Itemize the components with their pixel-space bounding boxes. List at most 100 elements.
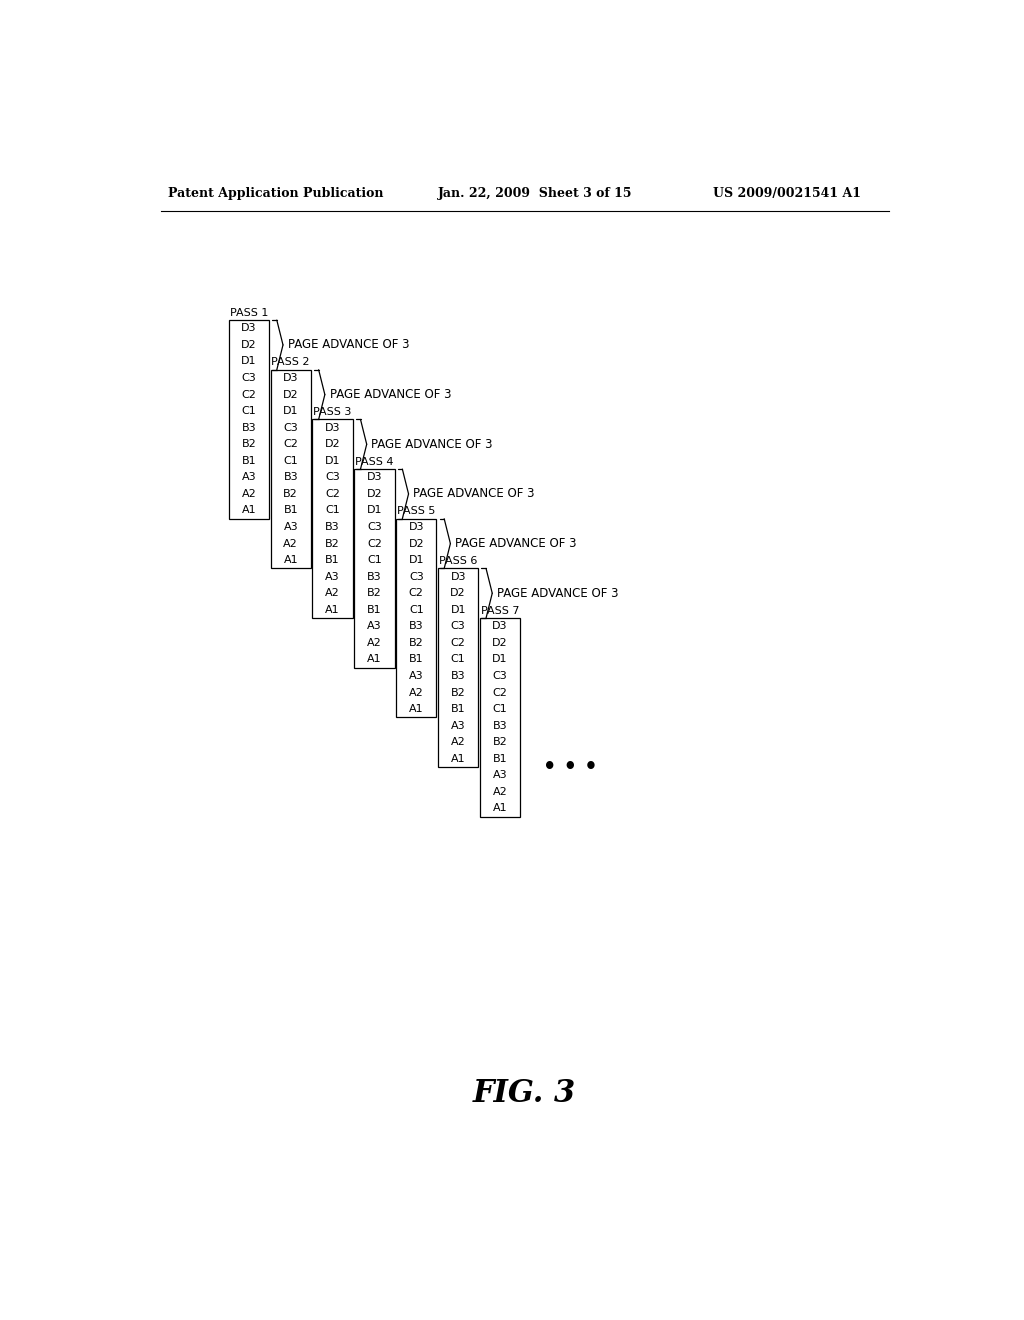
Text: B1: B1	[493, 754, 507, 764]
Text: B3: B3	[368, 572, 382, 582]
Text: D2: D2	[325, 440, 340, 449]
Bar	[480, 618, 520, 817]
Text: A2: A2	[326, 589, 340, 598]
Text: C1: C1	[242, 407, 256, 416]
Text: A2: A2	[493, 787, 507, 797]
Text: B2: B2	[284, 488, 298, 499]
Text: D1: D1	[367, 506, 382, 516]
Text: A2: A2	[451, 738, 466, 747]
Text: A3: A3	[242, 473, 256, 482]
Text: D2: D2	[283, 389, 299, 400]
Text: D2: D2	[367, 488, 382, 499]
Text: A3: A3	[451, 721, 466, 731]
Text: PASS 5: PASS 5	[397, 507, 435, 516]
Text: D1: D1	[283, 407, 299, 416]
Text: D1: D1	[493, 655, 508, 664]
Text: A1: A1	[451, 754, 466, 764]
Text: PAGE ADVANCE OF 3: PAGE ADVANCE OF 3	[330, 388, 451, 401]
Text: C2: C2	[409, 589, 424, 598]
Text: A1: A1	[284, 556, 298, 565]
Text: C3: C3	[284, 422, 298, 433]
Text: B3: B3	[284, 473, 298, 482]
Text: B3: B3	[451, 671, 466, 681]
Text: C3: C3	[242, 374, 256, 383]
Text: Patent Application Publication: Patent Application Publication	[168, 186, 384, 199]
Text: B3: B3	[242, 422, 256, 433]
Text: C2: C2	[326, 488, 340, 499]
Text: C2: C2	[451, 638, 466, 648]
Text: C2: C2	[242, 389, 256, 400]
Text: A3: A3	[493, 771, 507, 780]
Text: D3: D3	[325, 422, 340, 433]
Bar	[270, 370, 311, 569]
Text: D1: D1	[451, 605, 466, 615]
Text: C1: C1	[367, 556, 382, 565]
Text: D3: D3	[451, 572, 466, 582]
Text: PASS 7: PASS 7	[480, 606, 519, 616]
Text: C2: C2	[493, 688, 508, 697]
Text: A1: A1	[493, 804, 507, 813]
Text: Jan. 22, 2009  Sheet 3 of 15: Jan. 22, 2009 Sheet 3 of 15	[438, 186, 633, 199]
Text: PASS 4: PASS 4	[355, 457, 393, 467]
Text: B1: B1	[451, 704, 466, 714]
Text: US 2009/0021541 A1: US 2009/0021541 A1	[713, 186, 861, 199]
Text: C1: C1	[326, 506, 340, 516]
Text: B1: B1	[409, 655, 424, 664]
Text: C3: C3	[409, 572, 424, 582]
Text: PASS 6: PASS 6	[438, 556, 477, 566]
Text: C1: C1	[451, 655, 466, 664]
Text: A1: A1	[242, 506, 256, 516]
Text: C3: C3	[367, 521, 382, 532]
Text: B1: B1	[326, 556, 340, 565]
Text: C2: C2	[367, 539, 382, 549]
Text: PAGE ADVANCE OF 3: PAGE ADVANCE OF 3	[455, 537, 577, 550]
Text: D1: D1	[409, 556, 424, 565]
Text: D2: D2	[451, 589, 466, 598]
Text: • • •: • • •	[544, 758, 598, 777]
Text: C3: C3	[326, 473, 340, 482]
Text: A2: A2	[367, 638, 382, 648]
Text: PASS 1: PASS 1	[229, 308, 268, 318]
Text: A2: A2	[409, 688, 424, 697]
Text: PASS 2: PASS 2	[271, 358, 310, 367]
Text: C1: C1	[284, 455, 298, 466]
Text: B3: B3	[409, 622, 424, 631]
Text: A3: A3	[368, 622, 382, 631]
Text: A1: A1	[409, 704, 424, 714]
Text: B1: B1	[368, 605, 382, 615]
Text: B1: B1	[284, 506, 298, 516]
Text: B2: B2	[493, 738, 507, 747]
Text: B2: B2	[409, 638, 424, 648]
Text: D1: D1	[241, 356, 257, 367]
Text: D3: D3	[241, 323, 257, 334]
Text: B2: B2	[451, 688, 466, 697]
Text: B1: B1	[242, 455, 256, 466]
Text: A3: A3	[284, 521, 298, 532]
Text: D3: D3	[493, 622, 508, 631]
Text: D2: D2	[409, 539, 424, 549]
Text: B3: B3	[493, 721, 507, 731]
Text: A2: A2	[242, 488, 256, 499]
Text: D2: D2	[493, 638, 508, 648]
Text: C2: C2	[284, 440, 298, 449]
Text: B2: B2	[326, 539, 340, 549]
Text: B2: B2	[367, 589, 382, 598]
Bar	[312, 420, 352, 618]
Text: D2: D2	[241, 341, 257, 350]
Text: A3: A3	[409, 671, 424, 681]
Text: A1: A1	[326, 605, 340, 615]
Bar	[354, 469, 394, 668]
Text: A2: A2	[284, 539, 298, 549]
Bar	[438, 569, 478, 767]
Text: C1: C1	[409, 605, 424, 615]
Text: A3: A3	[326, 572, 340, 582]
Text: C1: C1	[493, 704, 507, 714]
Text: D1: D1	[325, 455, 340, 466]
Text: PAGE ADVANCE OF 3: PAGE ADVANCE OF 3	[288, 338, 410, 351]
Text: D3: D3	[283, 374, 299, 383]
Bar	[228, 321, 269, 519]
Text: PAGE ADVANCE OF 3: PAGE ADVANCE OF 3	[414, 487, 535, 500]
Text: FIG. 3: FIG. 3	[473, 1078, 577, 1109]
Text: B2: B2	[242, 440, 256, 449]
Text: D3: D3	[367, 473, 382, 482]
